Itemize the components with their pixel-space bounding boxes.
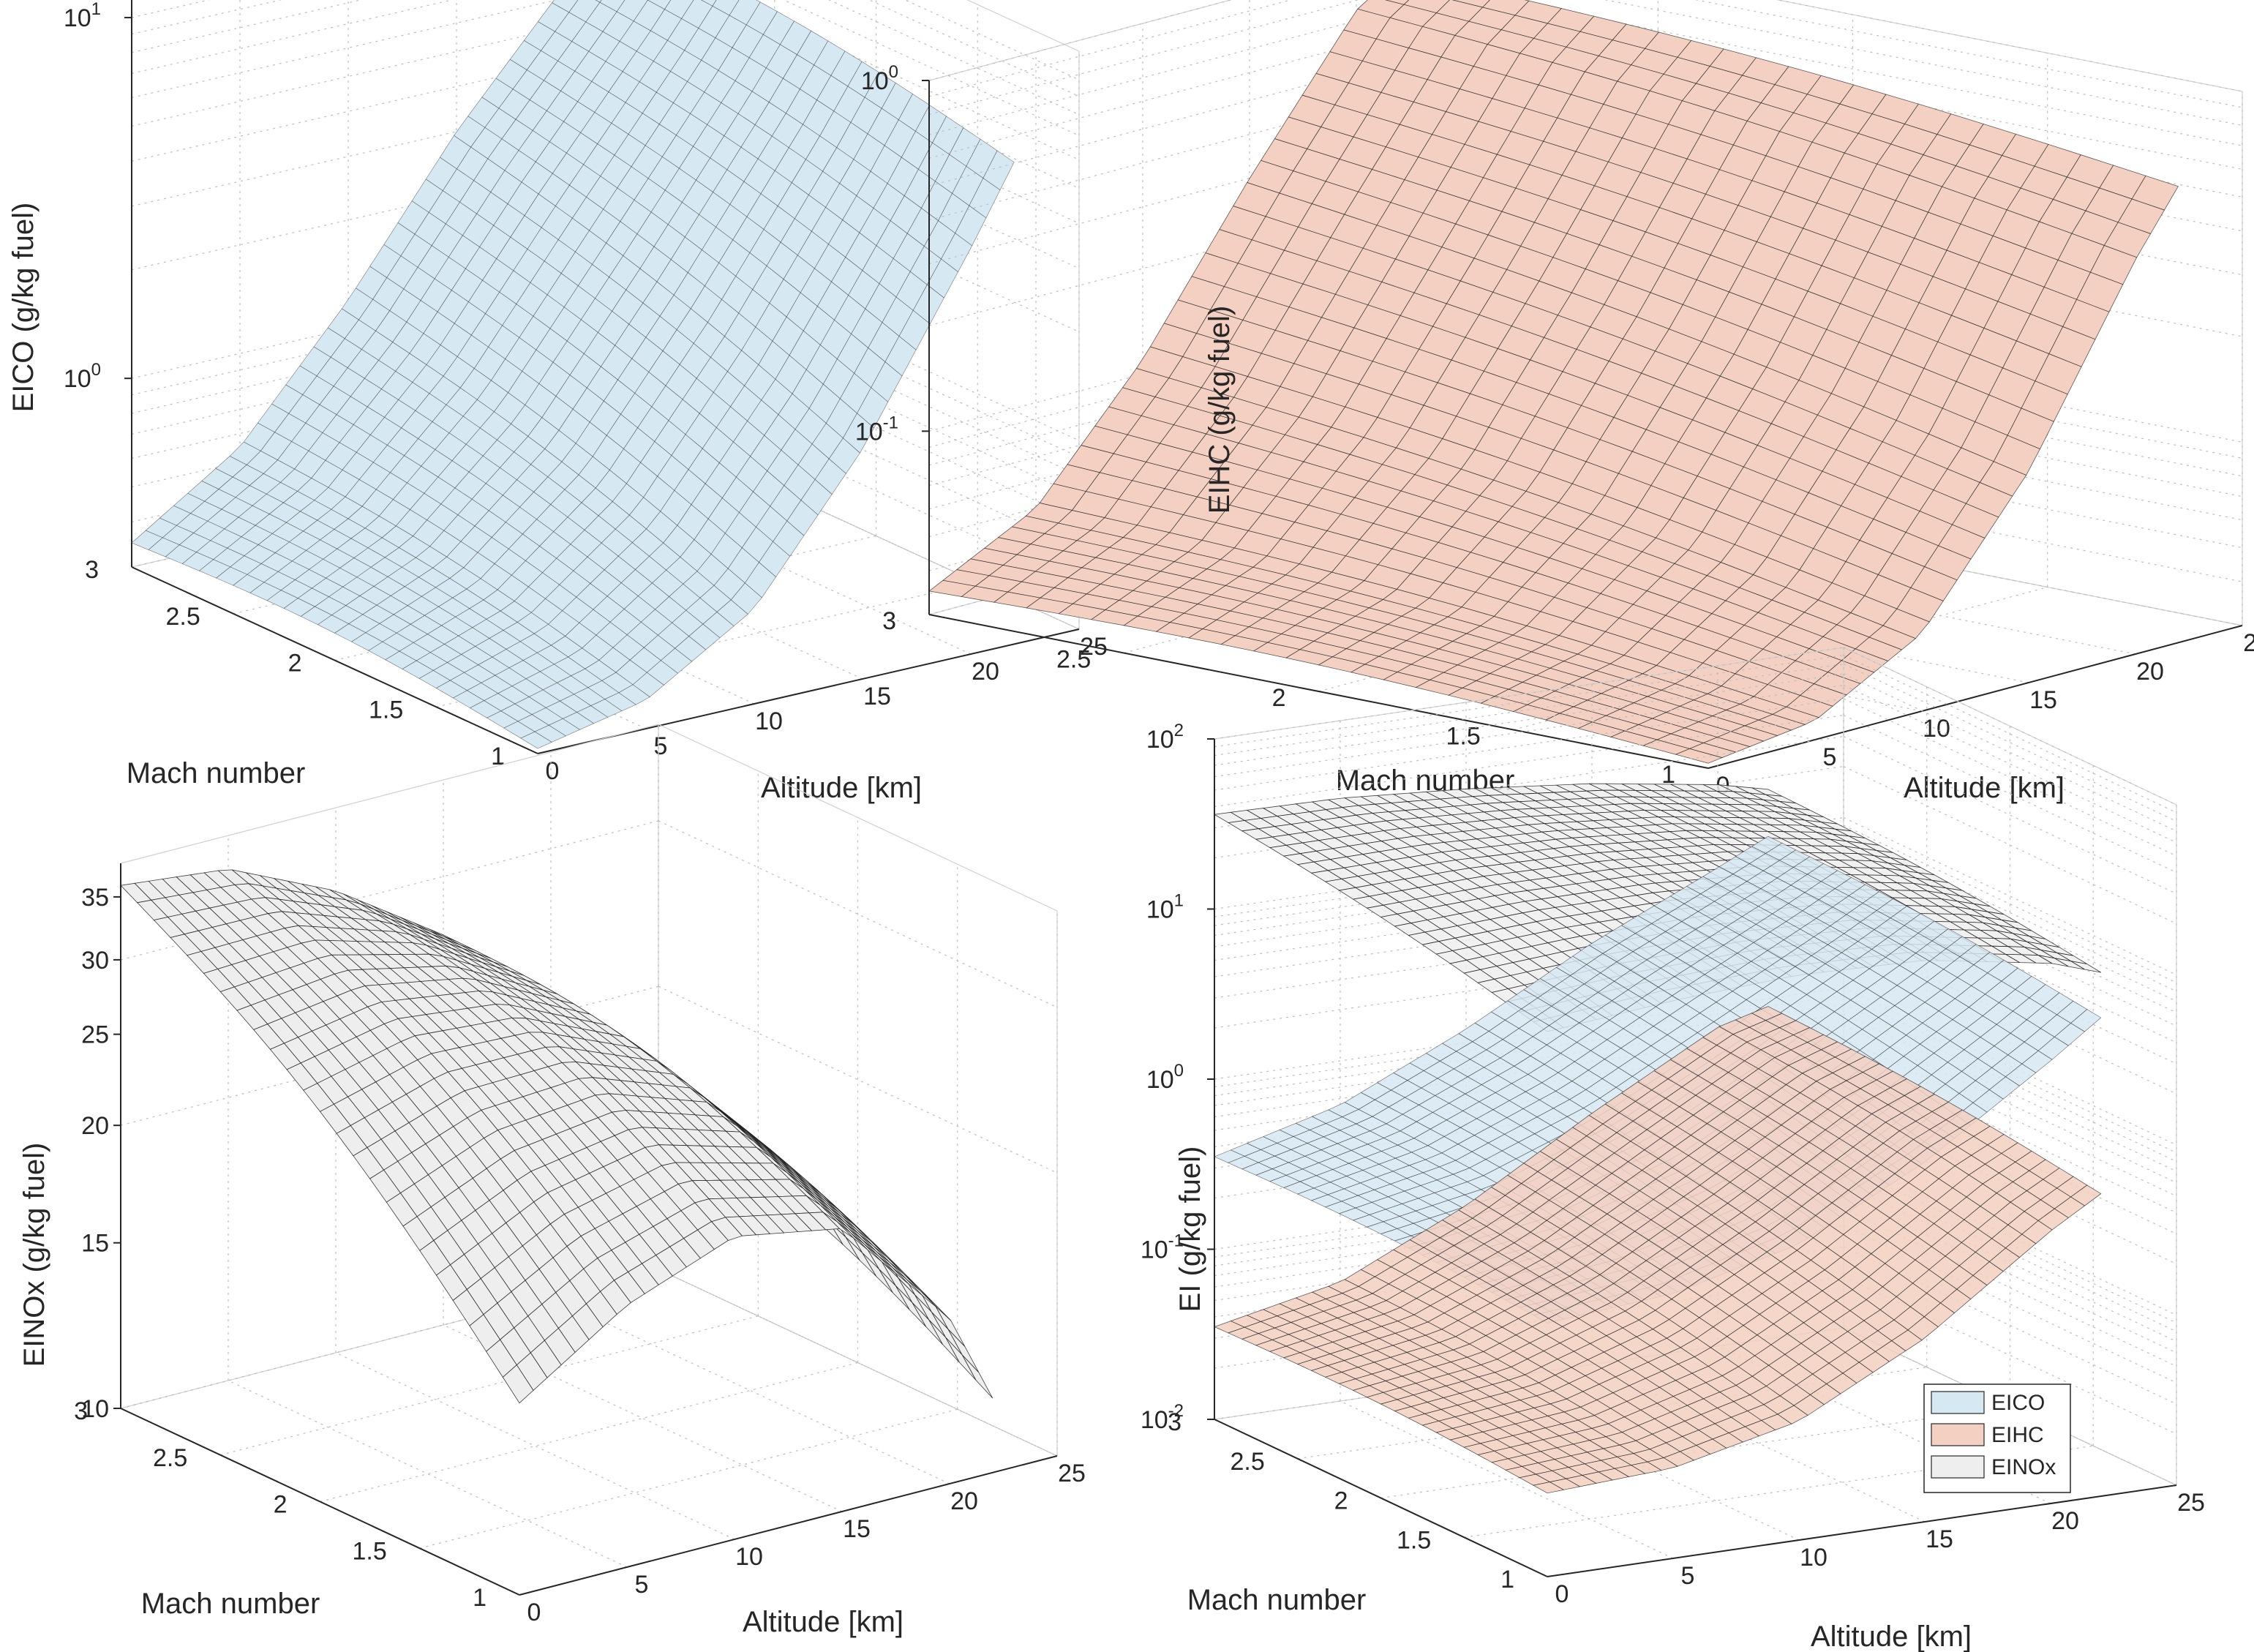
eico-wall-grid-z <box>131 0 282 35</box>
eihc-altitude-label: Altitude [km] <box>1904 772 2065 804</box>
einox-altitude-tick: 5 <box>635 1571 649 1599</box>
eico-mach-label: Mach number <box>127 757 306 789</box>
eico-z-tick: 101 <box>64 0 101 32</box>
eico-wall-grid-z <box>131 0 363 53</box>
eico-floor-grid-alt <box>348 517 755 705</box>
einox-altitude-tick: 15 <box>843 1515 871 1543</box>
eico-floor-grid-alt <box>564 467 972 655</box>
eico-mach-axis <box>131 566 538 754</box>
eico-surface-eico <box>131 0 1015 749</box>
einox-z-tick: 35 <box>81 884 109 912</box>
eico-wall-grid-z <box>131 0 559 99</box>
eico-mach-tick: 3 <box>85 556 99 584</box>
eico-altitude-label: Altitude [km] <box>761 772 922 804</box>
eihc-mach-tick: 2 <box>1272 684 1286 712</box>
eico-altitude-tick: 5 <box>654 732 668 760</box>
eico-z-label: EICO (g/kg fuel) <box>7 203 40 413</box>
eihc-box-edge <box>928 0 1233 81</box>
eihc-mach-tick: 1.5 <box>1446 723 1480 751</box>
einox-altitude-tick: 25 <box>1058 1460 1086 1487</box>
eihc-altitude-tick: 15 <box>2029 686 2057 714</box>
einox-altitude-tick: 0 <box>527 1599 541 1626</box>
eihc-altitude-tick: 20 <box>2136 658 2164 686</box>
eihc-axes <box>928 80 2243 769</box>
eico-altitude-axis <box>537 628 1080 754</box>
eihc-altitude-axis <box>1708 625 2243 769</box>
eihc-surface-eihc <box>928 0 2179 764</box>
einox-z-tick: 30 <box>81 947 109 975</box>
eihc-mach-tick: 3 <box>882 607 896 635</box>
eihc-z-label: EIHC (g/kg fuel) <box>1203 306 1236 514</box>
eihc-mach-tick: 2.5 <box>1056 646 1091 674</box>
einox-altitude-label: Altitude [km] <box>743 1606 904 1638</box>
eico-eico-cell <box>700 0 717 7</box>
einox-altitude-tick: 20 <box>950 1487 978 1515</box>
eico-labels: EICO (g/kg fuel) Mach number Altitude [km] <box>7 203 922 804</box>
einox-z-tick: 20 <box>81 1112 109 1140</box>
einox-mach-tick: 2.5 <box>153 1444 187 1472</box>
eico-mach-tick: 1 <box>491 743 505 770</box>
eihc-altitude-tick: 25 <box>2243 629 2254 657</box>
eico-z-tick: 100 <box>64 360 101 393</box>
eico-eico-cell <box>520 731 552 749</box>
eico-wall-grid-z <box>131 0 454 75</box>
eico-floor-grid-alt <box>456 492 863 680</box>
einox-z-tick: 25 <box>81 1021 109 1049</box>
eico-mach-tick: 2.5 <box>165 603 200 631</box>
eihc-mach-axis <box>928 614 1709 769</box>
einox-altitude-tick: 10 <box>735 1543 763 1571</box>
eico-box-edge <box>966 0 1080 52</box>
eihc-wall-grid-z <box>1694 0 2243 108</box>
eico-altitude-tick: 15 <box>863 683 891 710</box>
eico-mach-tick: 2 <box>288 650 302 677</box>
einox-mach-label: Mach number <box>141 1588 320 1620</box>
eico-axes <box>131 0 1080 754</box>
einox-z-tick: 10 <box>81 1395 109 1423</box>
eico-altitude-tick: 20 <box>972 658 999 686</box>
einox-mach-tick: 1.5 <box>352 1537 386 1565</box>
eihc-altitude-tick: 5 <box>1823 743 1837 771</box>
eico-altitude-tick: 0 <box>546 757 560 785</box>
eihc-wall-grid-z <box>1776 0 2243 92</box>
einox-z-tick: 15 <box>81 1230 109 1258</box>
eico-mach-tick: 1.5 <box>369 696 403 724</box>
eico-altitude-tick: 10 <box>755 707 783 735</box>
einox-mach-tick: 1 <box>473 1584 487 1612</box>
eihc-eihc-cell <box>1384 0 1410 5</box>
einox-z-label: EINOx (g/kg fuel) <box>18 1143 50 1367</box>
einox-mach-tick: 2 <box>274 1491 288 1519</box>
eihc-wall-grid-z <box>1604 0 2243 127</box>
